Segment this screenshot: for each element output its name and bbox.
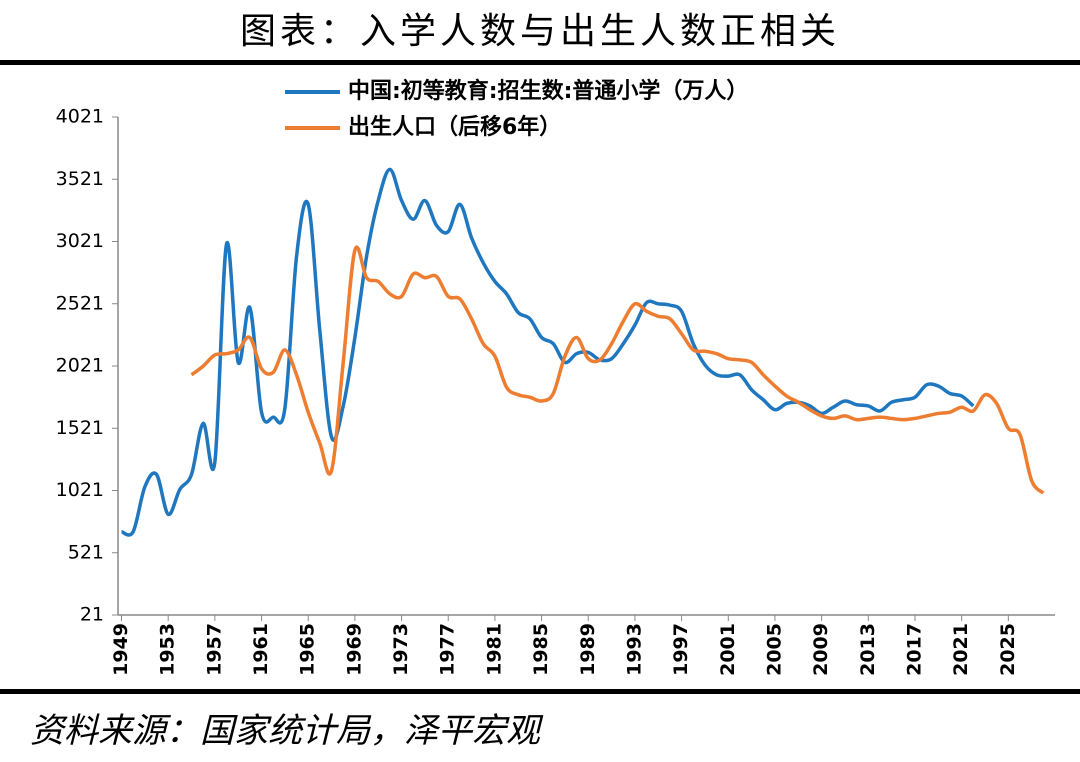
title-rule [0, 60, 1080, 65]
series-line [120, 167, 975, 537]
footer-rule [0, 689, 1080, 694]
y-tick-label: 21 [80, 604, 104, 626]
x-tick-label: 2025 [997, 623, 1019, 676]
x-tick-label: 2021 [950, 623, 972, 676]
series-line [190, 245, 1045, 495]
y-tick-label: 2021 [56, 355, 104, 377]
x-tick-label: 1957 [203, 623, 225, 676]
x-tick-label: 1961 [250, 623, 272, 676]
y-tick-label: 4021 [56, 106, 104, 128]
x-tick-label: 1973 [390, 623, 412, 676]
x-tick-label: 1969 [343, 623, 365, 676]
x-tick-label: 2017 [903, 623, 925, 676]
y-tick-label: 2521 [56, 292, 104, 314]
x-tick-label: 2009 [810, 623, 832, 676]
x-tick-label: 1949 [110, 623, 132, 676]
chart-title: 图表：入学人数与出生人数正相关 [240, 11, 840, 52]
x-tick-label: 1965 [297, 623, 319, 676]
y-tick-label: 1021 [56, 479, 104, 501]
source-note: 资料来源：国家统计局，泽平宏观 [30, 711, 544, 751]
legend-label: 中国:初等教育:招生数:普通小学（万人） [348, 78, 748, 104]
x-tick-label: 2001 [717, 623, 739, 676]
legend-label: 出生人口（后移6年） [348, 114, 561, 140]
x-tick-label: 1989 [577, 623, 599, 676]
x-tick-label: 2005 [763, 623, 785, 676]
x-tick-label: 1997 [670, 623, 692, 676]
y-tick-label: 1521 [56, 417, 104, 439]
y-tick-label: 521 [68, 541, 104, 563]
x-tick-label: 2013 [857, 623, 879, 676]
x-tick-label: 1953 [157, 623, 179, 676]
x-tick-label: 1985 [530, 623, 552, 676]
y-tick-label: 3021 [56, 230, 104, 252]
x-tick-label: 1981 [483, 623, 505, 676]
x-tick-label: 1977 [437, 623, 459, 676]
x-tick-label: 1993 [623, 623, 645, 676]
y-tick-label: 3521 [56, 168, 104, 190]
